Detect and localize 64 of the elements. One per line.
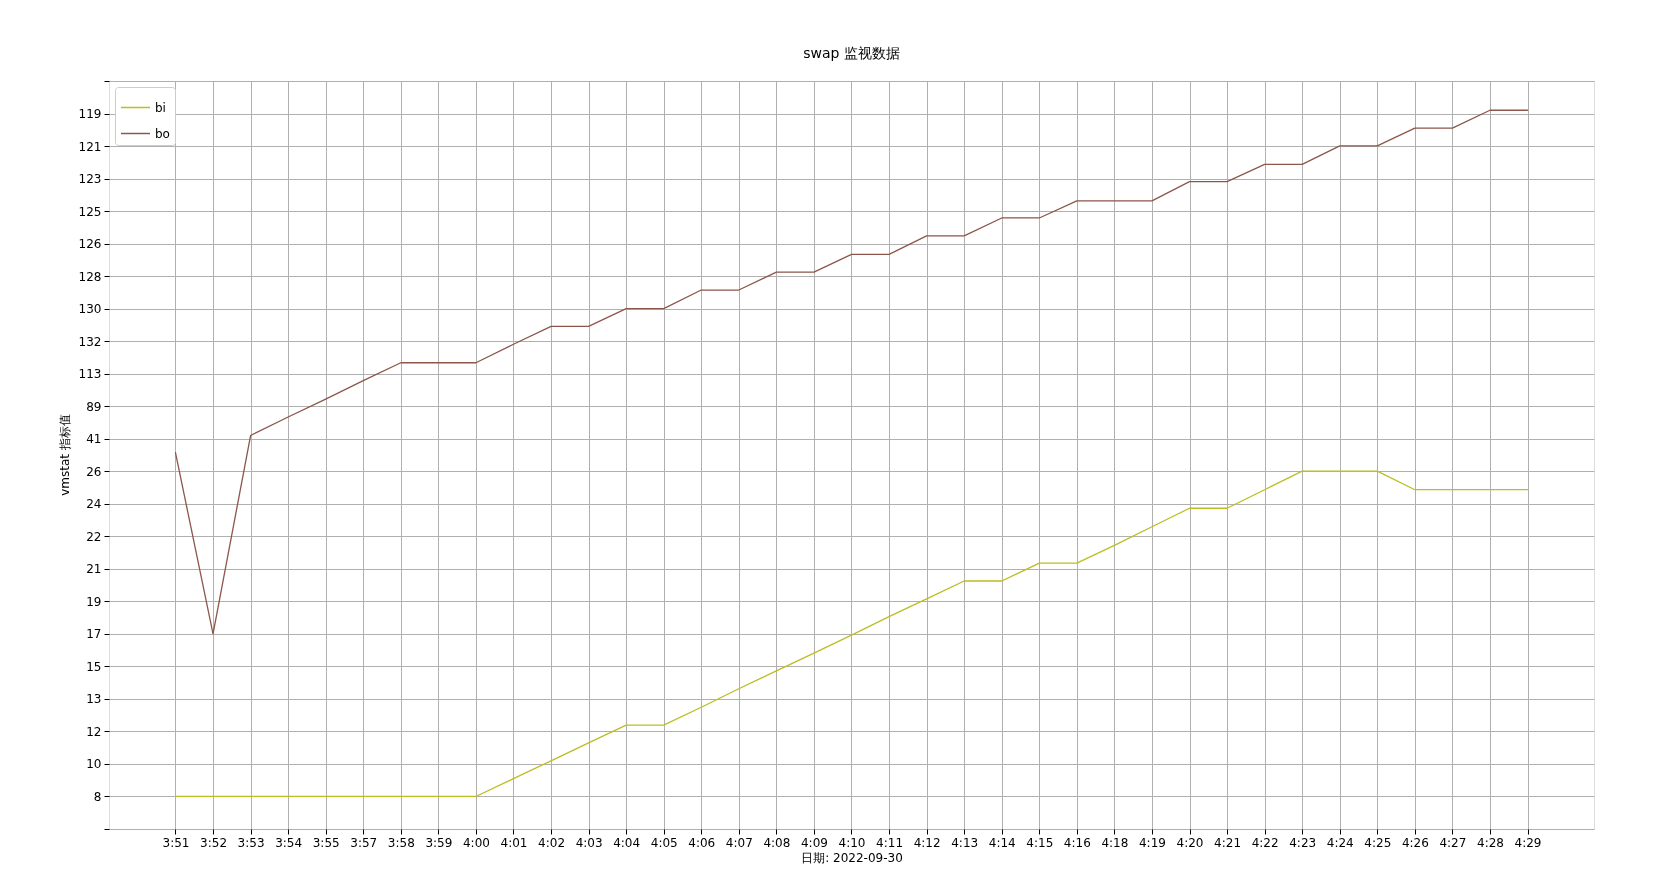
category-label: 119 <box>78 107 102 122</box>
category-label: 26 <box>86 464 102 479</box>
x-tick-label: 4:25 <box>1364 835 1392 850</box>
category-label: 113 <box>78 367 102 382</box>
category-label: 126 <box>78 237 102 252</box>
x-tick-label: 4:11 <box>876 835 904 850</box>
category-label: 89 <box>86 399 102 414</box>
x-tick-label: 4:22 <box>1251 835 1279 850</box>
category-label: 15 <box>86 659 102 674</box>
category-label: 24 <box>86 497 102 512</box>
x-tick-label: 4:15 <box>1026 835 1054 850</box>
x-tick-label: 4:13 <box>951 835 979 850</box>
x-tick-label: 3:53 <box>237 835 265 850</box>
x-tick-label: 3:58 <box>387 835 415 850</box>
x-tick-label: 3:54 <box>275 835 303 850</box>
x-tick-label: 4:14 <box>988 835 1016 850</box>
x-tick-label: 4:28 <box>1476 835 1504 850</box>
category-label: 19 <box>86 594 102 609</box>
category-label: 21 <box>86 562 102 577</box>
x-tick-label: 4:06 <box>688 835 716 850</box>
x-tick-label: 3:55 <box>312 835 340 850</box>
x-tick-label: 4:08 <box>763 835 791 850</box>
category-label: 8 <box>93 789 102 804</box>
x-tick-label: 3:57 <box>350 835 378 850</box>
text: vmstat 指标值 <box>58 414 72 496</box>
category-label: 121 <box>78 139 102 154</box>
x-tick-label: 4:18 <box>1101 835 1129 850</box>
x-tick-label: 4:21 <box>1214 835 1242 850</box>
x-tick-label: 4:00 <box>462 835 490 850</box>
x-tick-label: 4:12 <box>913 835 941 850</box>
x-tick-label: 4:20 <box>1176 835 1204 850</box>
x-tick-label: 4:19 <box>1138 835 1166 850</box>
x-tick-label: 4:04 <box>613 835 641 850</box>
category-label: 13 <box>86 692 102 707</box>
x-tick-label: 4:10 <box>838 835 866 850</box>
chart-title: swap 监视数据 <box>803 45 900 61</box>
x-tick-label: 4:01 <box>500 835 528 850</box>
x-tick-label: 4:23 <box>1289 835 1317 850</box>
category-label: 41 <box>86 432 102 447</box>
x-tick-label: 4:27 <box>1439 835 1467 850</box>
x-tick-label: 4:09 <box>800 835 828 850</box>
x-tick-label: 3:59 <box>425 835 453 850</box>
x-tick-label: 4:07 <box>725 835 753 850</box>
legend-label: bo <box>155 126 170 141</box>
x-tick-label: 3:51 <box>162 835 190 850</box>
category-label: 125 <box>78 204 102 219</box>
category-label: 132 <box>78 334 102 349</box>
x-tick-label: 4:16 <box>1063 835 1091 850</box>
x-tick-label: 3:52 <box>200 835 228 850</box>
category-label: 22 <box>86 529 102 544</box>
category-label: 130 <box>78 302 102 317</box>
x-axis-title: 日期: 2022-09-30 <box>801 850 903 865</box>
category-label: 123 <box>78 172 102 187</box>
category-label: 17 <box>86 627 102 642</box>
category-label: 12 <box>86 724 102 739</box>
x-tick-label: 4:29 <box>1514 835 1542 850</box>
x-tick-label: 4:05 <box>650 835 678 850</box>
x-tick-label: 4:24 <box>1326 835 1354 850</box>
category-label: 128 <box>78 269 102 284</box>
legend-label: bi <box>155 100 166 115</box>
x-tick-label: 4:02 <box>538 835 566 850</box>
category-label: 10 <box>86 757 102 772</box>
x-tick-label: 4:03 <box>575 835 603 850</box>
x-tick-label: 4:26 <box>1401 835 1429 850</box>
